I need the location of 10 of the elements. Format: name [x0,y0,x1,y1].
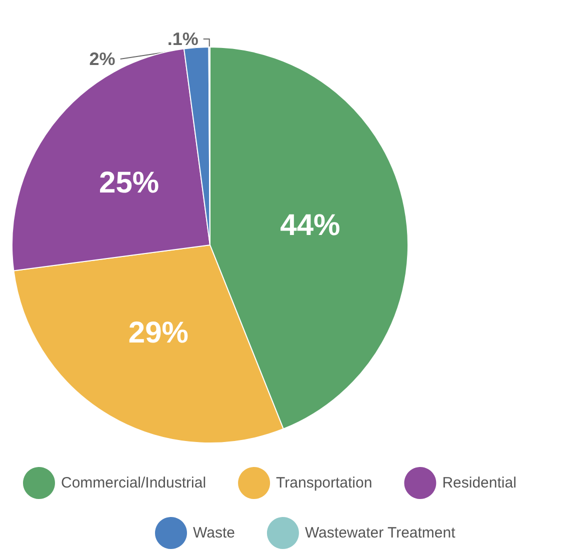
legend-label: Residential [442,474,516,492]
data-label: .1% [167,29,198,49]
data-label: 25% [99,166,160,200]
data-label: 44% [280,209,340,242]
legend-label: Wastewater Treatment [304,524,456,542]
legend-label: Commercial/Industrial [61,474,206,492]
legend-label: Waste [193,524,235,542]
data-label: 29% [128,316,188,350]
data-label: 2% [89,49,116,69]
legend-label: Transportation [276,474,372,492]
